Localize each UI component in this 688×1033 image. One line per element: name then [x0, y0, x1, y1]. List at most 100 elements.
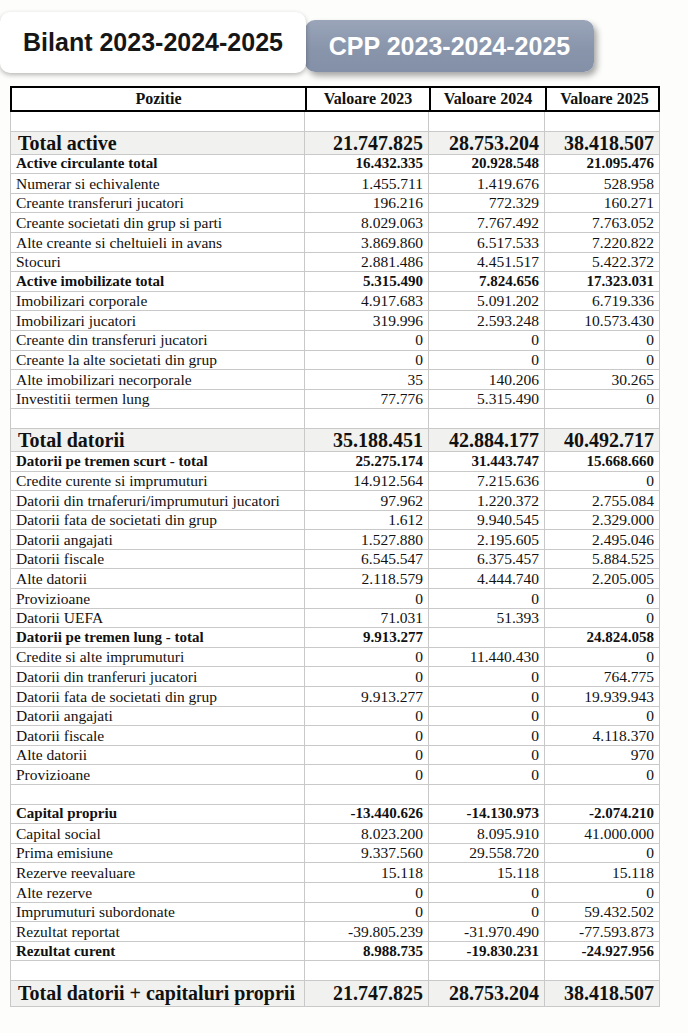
tab-bilant[interactable]: Bilant 2023-2024-2025	[0, 12, 306, 73]
value-cell: 772.329	[429, 194, 545, 213]
value-cell: 0	[305, 331, 429, 350]
row-label: Creante din transferuri jucatori	[11, 331, 305, 350]
value-cell	[429, 628, 545, 647]
table-row: Prima emisiune9.337.56029.558.7200	[11, 844, 660, 864]
value-cell: 71.031	[305, 609, 429, 628]
value-cell: 2.593.248	[429, 311, 545, 330]
value-cell: 0	[429, 903, 545, 922]
value-cell: 0	[545, 765, 660, 784]
value-cell: 7.215.636	[429, 472, 545, 491]
table-row: Credite curente si imprumuturi14.912.564…	[11, 472, 660, 492]
value-cell: 59.432.502	[545, 903, 660, 922]
value-cell: 7.763.052	[545, 213, 660, 232]
value-cell: 29.558.720	[429, 844, 545, 863]
value-cell: 28.753.204	[429, 981, 545, 1006]
value-cell: -19.830.231	[429, 942, 545, 961]
table-row: Alte datorii00970	[11, 746, 660, 766]
value-cell: 7.220.822	[545, 233, 660, 252]
value-cell: 0	[429, 707, 545, 726]
row-label: Capital social	[11, 824, 305, 843]
value-cell: 16.432.335	[305, 155, 429, 174]
value-cell: 0	[305, 883, 429, 902]
row-label: Creante la alte societati din grup	[11, 351, 305, 370]
row-label: Alte creante si cheltuieli in avans	[11, 233, 305, 252]
column-header-valoare-2023: Valoare 2023	[307, 88, 431, 110]
value-cell: -13.440.626	[305, 805, 429, 824]
row-label: Datorii din tranferuri jucatori	[11, 667, 305, 686]
row-label: Capital propriu	[11, 805, 305, 824]
value-cell: 25.275.174	[305, 452, 429, 471]
row-label: Investitii termen lung	[11, 390, 305, 409]
value-cell: 0	[545, 707, 660, 726]
table-row: Creante transferuri jucatori196.216772.3…	[11, 194, 660, 214]
row-label	[11, 409, 305, 428]
row-label: Alte rezerve	[11, 883, 305, 902]
value-cell: 319.996	[305, 311, 429, 330]
value-cell: 8.988.735	[305, 942, 429, 961]
value-cell: 15.118	[545, 863, 660, 882]
row-label: Rezerve reevaluare	[11, 863, 305, 882]
row-label: Total datorii + capitaluri proprii	[11, 981, 305, 1006]
tab-cpp[interactable]: CPP 2023-2024-2025	[305, 20, 594, 72]
row-label: Datorii UEFA	[11, 609, 305, 628]
value-cell: 8.095.910	[429, 824, 545, 843]
value-cell: 21.747.825	[305, 132, 429, 154]
value-cell: 0	[545, 351, 660, 370]
table-row: Datorii UEFA71.03151.3930	[11, 609, 660, 629]
value-cell: 140.206	[429, 370, 545, 389]
row-label: Alte datorii	[11, 746, 305, 765]
value-cell: 2.881.486	[305, 253, 429, 272]
value-cell: 764.775	[545, 667, 660, 686]
row-label: Datorii fata de societati din grup	[11, 687, 305, 706]
value-cell: 0	[305, 589, 429, 608]
value-cell	[545, 961, 660, 980]
value-cell: 0	[429, 746, 545, 765]
value-cell: 77.776	[305, 390, 429, 409]
row-label: Imobilizari corporale	[11, 292, 305, 311]
value-cell: 2.118.579	[305, 569, 429, 588]
value-cell: 0	[305, 746, 429, 765]
value-cell: 0	[429, 726, 545, 745]
value-cell: 6.517.533	[429, 233, 545, 252]
value-cell: 2.329.000	[545, 511, 660, 530]
value-cell: 38.418.507	[545, 132, 660, 154]
row-label: Stocuri	[11, 253, 305, 272]
table-row: Datorii angajati1.527.8802.195.6052.495.…	[11, 530, 660, 550]
value-cell: 1.527.880	[305, 530, 429, 549]
value-cell: 970	[545, 746, 660, 765]
value-cell: 3.869.860	[305, 233, 429, 252]
tab-bar: Bilant 2023-2024-2025 CPP 2023-2024-2025	[0, 0, 688, 86]
table-row: Active imobilizate total5.315.4907.824.6…	[11, 272, 660, 292]
value-cell	[429, 961, 545, 980]
table-row: Datorii fiscale004.118.370	[11, 726, 660, 746]
table-row: Creante din transferuri jucatori000	[11, 331, 660, 351]
row-label: Datorii din trnaferuri/imprumuturi jucat…	[11, 491, 305, 510]
spacer-row	[11, 785, 660, 805]
value-cell	[429, 785, 545, 804]
value-cell: 4.118.370	[545, 726, 660, 745]
value-cell	[545, 409, 660, 428]
table-row: Alte imobilizari necorporale35140.20630.…	[11, 370, 660, 390]
row-label: Datorii pe tremen scurt - total	[11, 452, 305, 471]
value-cell: 19.939.943	[545, 687, 660, 706]
value-cell: -77.593.873	[545, 922, 660, 941]
value-cell: 17.323.031	[545, 272, 660, 291]
value-cell: 2.755.084	[545, 491, 660, 510]
value-cell: 0	[429, 331, 545, 350]
row-label: Datorii fiscale	[11, 726, 305, 745]
balance-sheet-table: Pozitie Valoare 2023 Valoare 2024 Valoar…	[10, 86, 660, 1007]
value-cell	[305, 785, 429, 804]
value-cell	[305, 961, 429, 980]
table-row: Provizioane000	[11, 589, 660, 609]
row-label: Datorii angajati	[11, 707, 305, 726]
row-label: Total datorii	[11, 429, 305, 451]
table-row: Total active21.747.82528.753.20438.418.5…	[11, 132, 660, 155]
table-row: Capital social8.023.2008.095.91041.000.0…	[11, 824, 660, 844]
value-cell: 0	[305, 903, 429, 922]
value-cell: 0	[305, 351, 429, 370]
value-cell: 0	[545, 589, 660, 608]
value-cell	[545, 112, 660, 131]
row-label: Active circulante total	[11, 155, 305, 174]
value-cell: 42.884.177	[429, 429, 545, 451]
value-cell: 528.958	[545, 174, 660, 193]
